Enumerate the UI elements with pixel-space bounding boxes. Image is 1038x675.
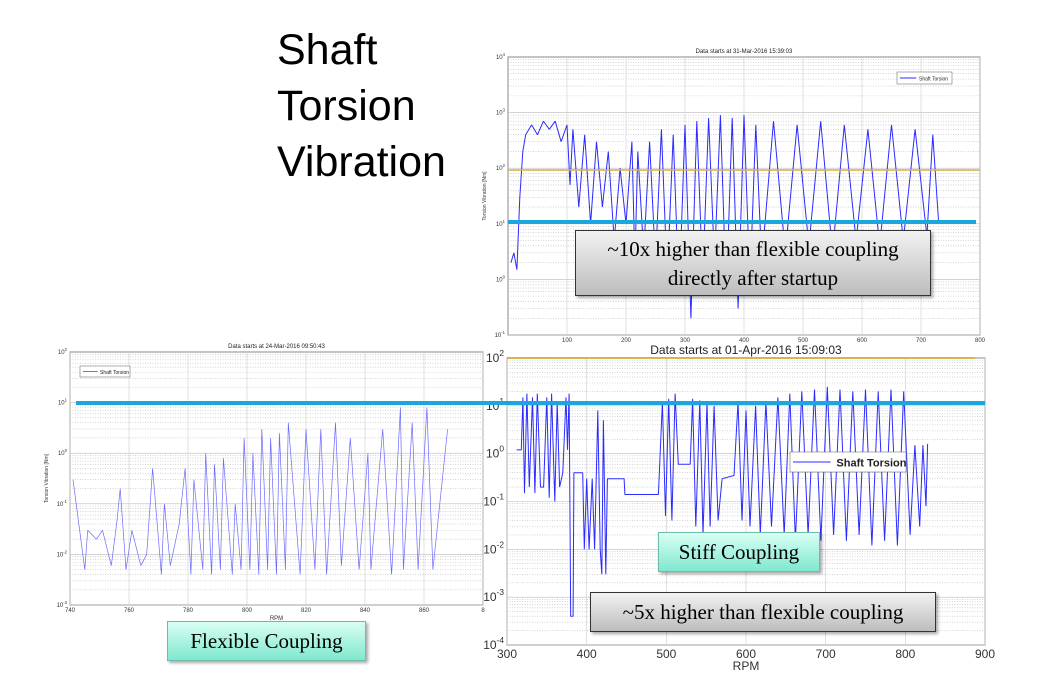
stiff-xtick-label: 700 — [816, 647, 836, 661]
stiff-note-box: ~5x higher than flexible coupling — [590, 592, 936, 632]
stiff-xtick-label: 400 — [577, 647, 597, 661]
top-ytick-label: 104 — [496, 52, 506, 61]
flexible-chart-title: Data starts at 24-Mar-2016 09:50:43 — [228, 344, 325, 350]
stiff-ytick-label: 100 — [486, 444, 504, 461]
top-y-axis-label: Torsion Vibration [Nm] — [482, 171, 488, 221]
top-ytick-label: 102 — [496, 163, 506, 172]
flexible-legend-box — [79, 365, 131, 378]
flexible-xtick-label: 820 — [301, 608, 312, 614]
top-xtick-label: 400 — [739, 338, 750, 344]
stiff-xtick-label: 800 — [895, 647, 915, 661]
top-xtick-label: 200 — [621, 338, 632, 344]
flexible-xtick-label: 860 — [419, 608, 430, 614]
stiff-series-line — [516, 386, 929, 617]
stiff-coupling-label: Stiff Coupling — [658, 532, 820, 572]
flexible-ytick-label: 101 — [58, 398, 68, 407]
top-ytick-label: 101 — [496, 219, 506, 228]
flexible-ytick-label: 100 — [58, 448, 68, 457]
title-line: Vibration — [277, 138, 446, 186]
top-ytick-label: 103 — [496, 108, 506, 117]
stiff-xtick-label: 900 — [975, 647, 995, 661]
stiff-xtick-label: 500 — [656, 647, 676, 661]
flexible-coupling-label: Flexible Coupling — [167, 621, 366, 661]
stiff-ytick-label: 102 — [486, 348, 504, 365]
flexible-xtick-label: 840 — [360, 608, 371, 614]
title-line: Shaft — [277, 26, 378, 74]
stiff-chart-title: Data starts at 01-Apr-2016 15:09:03 — [650, 343, 842, 357]
flexible-xtick-label: 760 — [124, 608, 135, 614]
flexible-xtick-label: 800 — [242, 608, 253, 614]
stiff-ytick-label: 10-2 — [483, 539, 504, 556]
flexible-xtick-label: 780 — [183, 608, 194, 614]
top-ytick-label: 10-1 — [495, 330, 506, 339]
flexible-x-axis-label: RPM — [270, 616, 283, 622]
top-note-line: directly after startup — [667, 266, 839, 290]
stiff-legend-box — [789, 451, 907, 473]
top-ytick-label: 100 — [496, 274, 506, 283]
flexible-y-axis-label: Torsion Vibration [Nm] — [44, 453, 50, 503]
flexible-xtick-label: 740 — [65, 608, 76, 614]
top-xtick-label: 100 — [562, 338, 573, 344]
top-xtick-label: 500 — [798, 338, 809, 344]
flexible-xtick-label: 8 — [481, 608, 485, 614]
slide-title: Shaft Torsion Vibration — [277, 22, 446, 190]
top-xtick-label: 300 — [680, 338, 691, 344]
stiff-xtick-label: 600 — [736, 647, 756, 661]
top-xtick-label: 700 — [916, 338, 927, 344]
flexible-ytick-label: 10-2 — [57, 549, 68, 558]
stiff-ytick-label: 10-3 — [483, 587, 504, 604]
top-note-box: ~10x higher than flexible coupling direc… — [575, 230, 931, 296]
top-legend-label: Shaft Torsion — [919, 77, 948, 83]
stiff-ytick-label: 10-1 — [483, 492, 504, 509]
stiff-x-axis-label: RPM — [733, 659, 760, 673]
top-xtick-label: 600 — [857, 338, 868, 344]
top-chart-title: Data starts at 31-Mar-2016 15:39:03 — [696, 49, 793, 55]
top-legend-box — [896, 71, 953, 85]
flexible-legend-label: Shaft Torsion — [100, 370, 129, 376]
flexible-ytick-label: 10-1 — [57, 499, 68, 508]
flexible-ytick-label: 102 — [58, 347, 68, 356]
stiff-xtick-label: 300 — [497, 647, 517, 661]
flexible-series-line — [72, 407, 448, 575]
title-line: Torsion — [277, 82, 416, 130]
top-series-line — [510, 115, 940, 319]
flexible-ytick-label: 10-3 — [57, 600, 68, 609]
stiff-legend-label: Shaft Torsion — [836, 457, 906, 469]
top-note-line: ~10x higher than flexible coupling — [607, 237, 899, 261]
top-xtick-label: 800 — [975, 338, 986, 344]
